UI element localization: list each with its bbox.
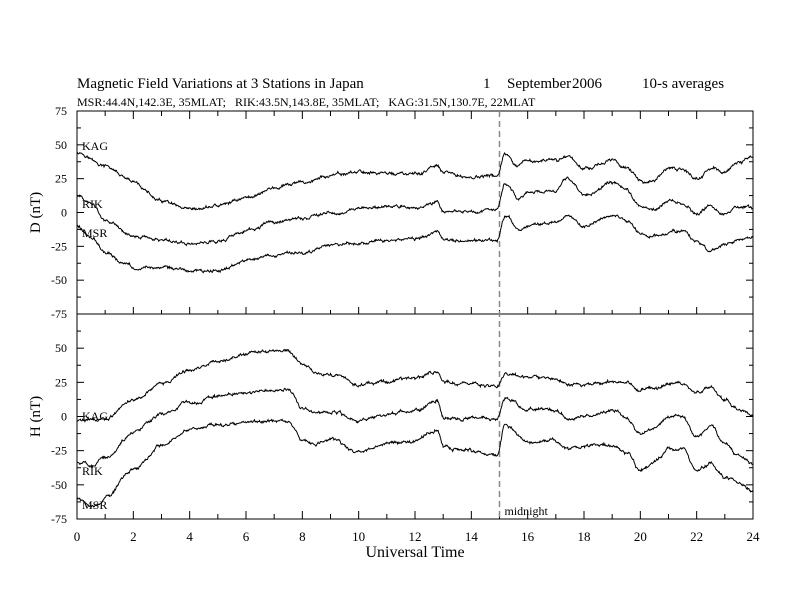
x-tick-label: 8 [299, 529, 306, 544]
y-tick-label: -25 [51, 239, 67, 253]
y-tick-label: -75 [51, 512, 67, 526]
trace-h-kag [76, 348, 754, 423]
station-label-msr: MSR [82, 498, 107, 512]
y-tick-label: 0 [61, 206, 67, 220]
station-label-kag: KAG [82, 139, 108, 153]
chart-month: September [507, 76, 571, 92]
x-tick-label: 10 [352, 529, 365, 544]
x-tick-label: 20 [634, 529, 647, 544]
station-label-rik: RIK [82, 464, 103, 478]
trace-h-msr [76, 418, 754, 508]
axes-labels: 0 2 4 6 8 10 12 14 16 18 20 22 247550250-25-50-75502… [51, 104, 760, 544]
upper-panel-frame [76, 110, 754, 315]
x-tick-label: 0 [74, 529, 81, 544]
stations-coordinates: MSR:44.4N,142.3E, 35MLAT; RIK:43.5N,143.… [77, 95, 536, 109]
x-tick-label: 6 [243, 529, 250, 544]
x-tick-label: 16 [521, 529, 535, 544]
x-tick-label: 22 [690, 529, 703, 544]
x-tick-label: 12 [409, 529, 422, 544]
y-tick-label: -25 [51, 444, 67, 458]
chart-title: Magnetic Field Variations at 3 Stations … [77, 76, 364, 92]
y-tick-label: -50 [51, 273, 67, 287]
x-tick-label: 2 [130, 529, 137, 544]
data-traces [76, 151, 754, 508]
lower-y-axis-title: H (nT) [28, 396, 44, 437]
y-tick-label: 25 [55, 172, 67, 186]
trace-d-kag [76, 151, 754, 211]
midnight-label: midnight [505, 504, 549, 518]
station-label-rik: RIK [82, 197, 103, 211]
upper-y-axis-title: D (nT) [28, 192, 44, 233]
y-tick-label: 50 [55, 138, 67, 152]
y-tick-label: 25 [55, 375, 67, 389]
lower-panel-frame [76, 313, 754, 520]
chart-averaging: 10-s averages [642, 76, 724, 92]
y-tick-label: 50 [55, 341, 67, 355]
station-label-msr: MSR [82, 226, 107, 240]
trace-d-msr [76, 214, 754, 274]
trace-d-rik [76, 176, 754, 247]
x-axis-title: Universal Time [365, 544, 464, 561]
x-tick-label: 24 [747, 529, 761, 544]
axes-ticks [76, 110, 754, 520]
y-tick-label: 75 [55, 104, 67, 118]
station-labels: KAG RIK MSR KAG RIK MSR [82, 139, 108, 512]
x-tick-label: 4 [186, 529, 193, 544]
chart-day: 1 [483, 76, 491, 92]
y-tick-label: -75 [51, 307, 67, 321]
x-tick-label: 14 [465, 529, 479, 544]
trace-h-rik [76, 387, 754, 469]
y-tick-label: 0 [61, 410, 67, 424]
x-tick-label: 18 [578, 529, 591, 544]
y-tick-label: -50 [51, 478, 67, 492]
chart-year: 2006 [572, 76, 603, 92]
station-label-kag: KAG [82, 409, 108, 423]
